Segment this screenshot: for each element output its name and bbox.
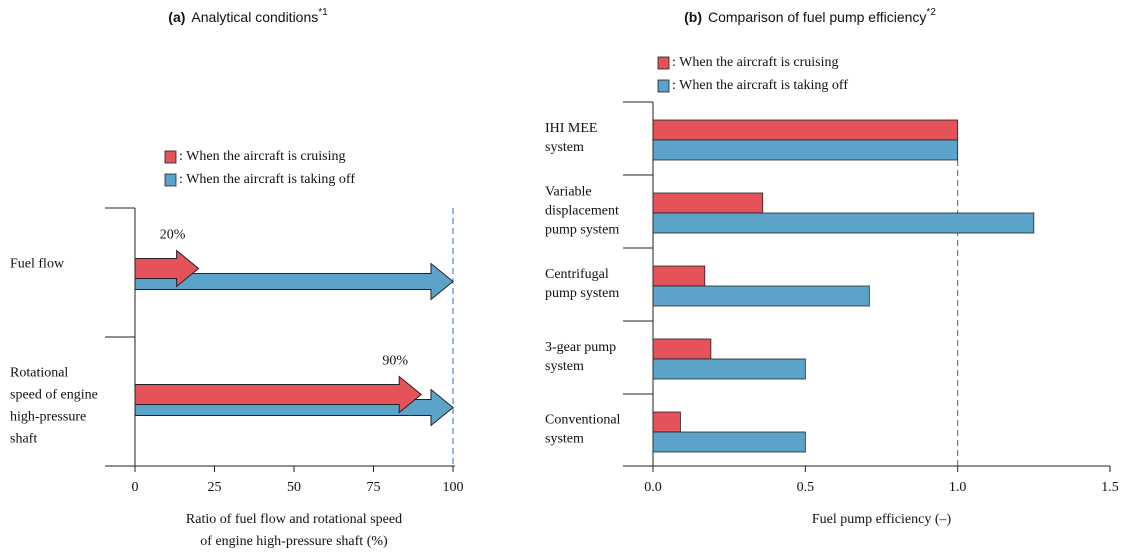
bar [652, 285, 870, 307]
category-label: system [545, 359, 584, 374]
value-label: 90% [382, 354, 408, 369]
chart-title: (b) Comparison of fuel pump efficiency*2 [684, 7, 936, 25]
x-tick-label: 75 [367, 480, 381, 495]
category-label: IHI MEE [545, 121, 598, 136]
legend-label: : When the aircraft is cruising [672, 55, 839, 70]
category-label: system [545, 140, 584, 155]
category-label: displacement [545, 204, 619, 219]
arrow [134, 262, 454, 301]
chart-title: (a) Analytical conditions*1 [168, 7, 328, 25]
legend-swatch [164, 173, 177, 187]
category-label: system [545, 432, 584, 447]
bar [652, 119, 959, 141]
category-label: Centrifugal [545, 267, 609, 282]
category-label: 3-gear pump [545, 340, 616, 355]
legend-label: : When the aircraft is taking off [179, 172, 355, 187]
x-tick-label: 50 [287, 480, 301, 495]
category-label: Fuel flow [10, 257, 65, 272]
legend-swatch [657, 56, 670, 70]
title-note: *2 [926, 7, 936, 18]
x-axis-label: Fuel pump efficiency (–) [812, 512, 952, 527]
bar [652, 431, 806, 453]
x-tick-label: 1.0 [949, 480, 967, 495]
x-tick-label: 25 [208, 480, 222, 495]
x-tick-label: 0 [132, 480, 139, 495]
bar [652, 265, 706, 287]
title-text: Analytical conditions [191, 9, 318, 25]
arrow [134, 375, 422, 414]
title-tag: (b) [684, 9, 702, 25]
value-label: 20% [160, 228, 186, 243]
category-label: speed of engine [10, 388, 98, 403]
x-tick-label: 0.5 [797, 480, 815, 495]
bar [652, 411, 681, 433]
x-tick-label: 0.0 [644, 480, 662, 495]
category-label: pump system [545, 286, 619, 301]
bar [652, 139, 959, 161]
x-axis-label: of engine high-pressure shaft (%) [200, 534, 388, 549]
title-note: *1 [318, 7, 328, 18]
bar [652, 338, 712, 360]
x-tick-label: 100 [443, 480, 464, 495]
legend-swatch [164, 150, 177, 164]
bar [652, 212, 1035, 234]
legend-label: : When the aircraft is cruising [179, 149, 346, 164]
legend-label: : When the aircraft is taking off [672, 78, 848, 93]
bar [652, 192, 764, 214]
x-axis-label: Ratio of fuel flow and rotational speed [186, 512, 402, 527]
x-tick-label: 1.5 [1101, 480, 1119, 495]
category-label: Rotational [10, 366, 68, 381]
category-label: Conventional [545, 413, 621, 428]
legend-swatch [657, 79, 670, 93]
title-text: Comparison of fuel pump efficiency [708, 9, 926, 25]
title-tag: (a) [168, 9, 185, 25]
category-label: Variable [545, 185, 592, 200]
arrow [134, 249, 200, 288]
arrow [134, 388, 454, 427]
category-label: high-pressure [10, 410, 86, 425]
category-label: shaft [10, 432, 37, 447]
bar [652, 358, 806, 380]
category-label: pump system [545, 223, 619, 238]
